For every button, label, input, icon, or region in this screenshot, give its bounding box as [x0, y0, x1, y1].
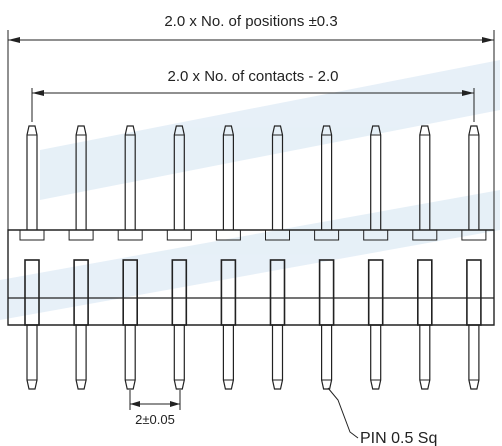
upper-pin	[370, 125, 382, 230]
lower-pin	[321, 325, 333, 390]
housing-notch	[363, 230, 389, 241]
housing-notch	[412, 230, 438, 241]
lower-pin	[271, 325, 284, 390]
lower-pin	[26, 325, 38, 390]
pin-body-section	[416, 259, 433, 326]
housing-notch	[215, 230, 241, 241]
upper-pin	[271, 125, 284, 230]
watermark	[0, 60, 500, 320]
lower-pin	[419, 325, 431, 390]
upper-pin	[75, 125, 87, 230]
housing-notch	[461, 230, 487, 241]
pin-size-callout: PIN 0.5 Sq	[327, 387, 437, 446]
contact-span-label: 2.0 x No. of contacts - 2.0	[168, 68, 339, 85]
pin-body-section	[269, 259, 286, 326]
lower-pin	[370, 325, 382, 390]
pitch-dimension: 2±0.05	[129, 390, 181, 427]
overall-width-label: 2.0 x No. of positions ±0.3	[164, 13, 337, 30]
pin-body-section	[171, 259, 188, 326]
housing-notch	[19, 230, 45, 241]
housing-notch	[166, 230, 192, 241]
pin-body-section	[466, 259, 482, 326]
lower-pin	[173, 325, 185, 390]
housing-outline	[7, 229, 495, 326]
upper-pin	[321, 125, 333, 230]
pitch-label: 2±0.05	[135, 412, 175, 427]
housing-notch	[68, 230, 94, 241]
upper-pin	[222, 125, 234, 230]
pin-body-section	[24, 259, 40, 326]
upper-pins	[26, 125, 480, 230]
housing-notch	[117, 230, 143, 241]
upper-pin	[124, 125, 136, 230]
upper-pin	[419, 125, 431, 230]
lower-pin	[222, 325, 234, 390]
pin-body-section	[122, 259, 138, 326]
contact-span-dimension: 2.0 x No. of contacts - 2.0	[31, 68, 475, 122]
pin-body-section	[73, 259, 89, 326]
pin-body-section	[220, 259, 237, 326]
housing-notches	[19, 230, 487, 241]
upper-pin	[468, 125, 480, 230]
pin-body-section	[318, 259, 335, 326]
pin-size-label: PIN 0.5 Sq	[360, 430, 437, 446]
lower-pin	[75, 325, 87, 390]
housing-notch	[265, 230, 290, 241]
upper-pin	[26, 125, 38, 230]
lower-pins	[24, 259, 482, 390]
lower-pin	[124, 325, 136, 390]
overall-width-dimension: 2.0 x No. of positions ±0.3	[7, 13, 495, 230]
pin-body-section	[367, 259, 384, 326]
housing-notch	[314, 230, 340, 241]
lower-pin	[468, 325, 480, 390]
upper-pin	[173, 125, 185, 230]
